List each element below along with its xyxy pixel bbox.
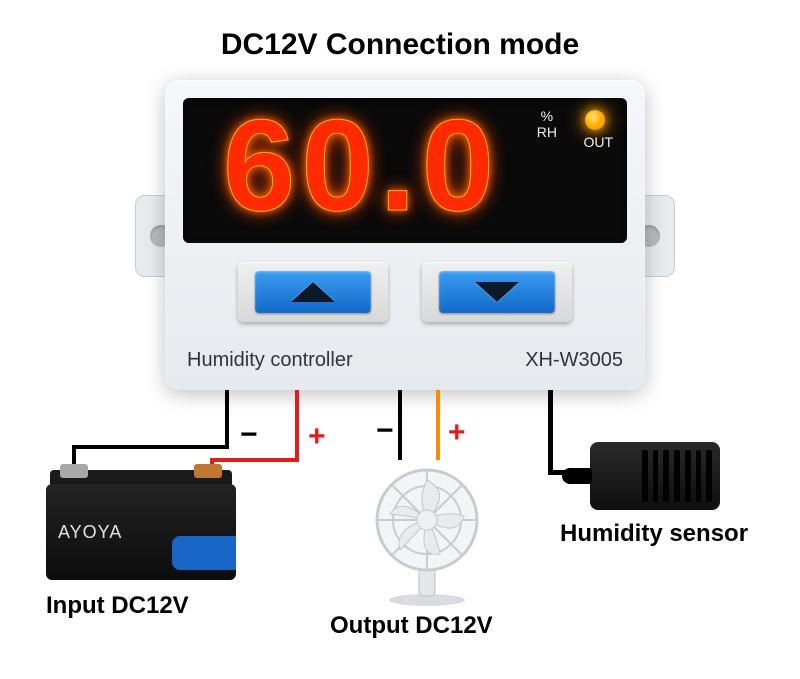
battery-brand: AYOYA: [58, 522, 122, 543]
humidity-readout: 60.0: [223, 98, 500, 240]
arrow-up-icon: [291, 282, 335, 302]
wire-input-pos-h: [210, 458, 299, 462]
wire-input-neg-v: [225, 390, 229, 445]
input-minus-label: −: [240, 418, 258, 452]
wire-sensor-v: [548, 390, 553, 470]
sensor-caption: Humidity sensor: [560, 520, 748, 548]
fan-caption: Output DC12V: [330, 612, 493, 640]
controller-device: 60.0 % RH OUT Humidity controller XH-W30…: [165, 80, 645, 390]
battery-caption: Input DC12V: [46, 592, 189, 620]
input-plus-label: +: [308, 420, 326, 454]
out-label: OUT: [583, 134, 613, 150]
sensor-icon: [590, 442, 720, 510]
page-title: DC12V Connection mode: [0, 28, 800, 62]
device-label-right: XH-W3005: [525, 349, 623, 372]
fan-icon: [362, 458, 492, 608]
battery-neg-terminal: [60, 464, 88, 478]
wire-output-neg: [398, 390, 402, 460]
device-body: 60.0 % RH OUT Humidity controller XH-W30…: [165, 80, 645, 390]
up-button[interactable]: [238, 262, 388, 322]
battery-icon: AYOYA: [46, 470, 236, 580]
down-button[interactable]: [422, 262, 572, 322]
output-minus-label: −: [376, 414, 394, 448]
unit-percent: %: [537, 108, 557, 124]
device-label-left: Humidity controller: [187, 349, 353, 372]
output-plus-label: +: [448, 416, 466, 450]
wire-input-pos-v: [295, 390, 299, 458]
wire-output-pos: [436, 390, 440, 460]
battery-pos-terminal: [194, 464, 222, 478]
wire-input-neg-h: [72, 445, 229, 449]
unit-rh: RH: [537, 124, 557, 140]
lcd-display: 60.0 % RH OUT: [183, 98, 627, 243]
unit-label: % RH: [537, 108, 557, 140]
arrow-down-icon: [475, 282, 519, 302]
out-led-icon: [585, 110, 605, 130]
